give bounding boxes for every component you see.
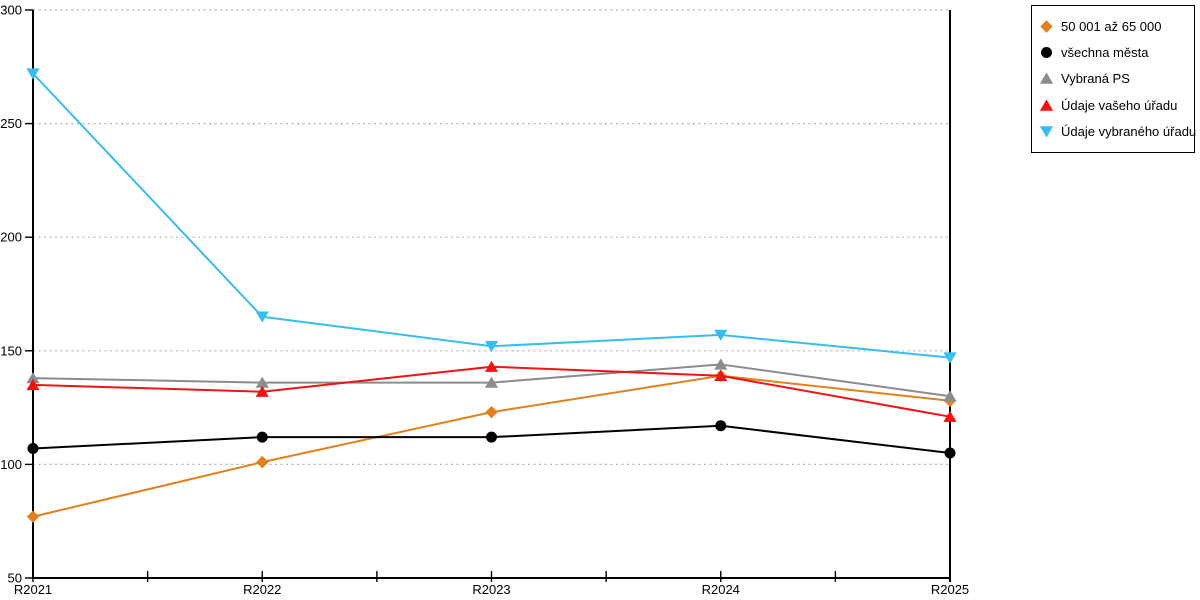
legend-item-3[interactable]: Údaje vašeho úřadu [1039, 98, 1187, 113]
triangle-up-icon-shape [1039, 72, 1054, 85]
triangle-down-icon-shape [1039, 126, 1054, 138]
legend-label: Vybraná PS [1061, 71, 1130, 87]
legend: 50 001 až 65 000 všechna města Vybraná PS Ú… [1031, 5, 1196, 153]
triangle-up-marker [255, 376, 269, 388]
y-tick-label: 100 [0, 457, 22, 472]
legend-label: Údaje vašeho úřadu [1061, 97, 1178, 113]
series-line-0 [32, 374, 951, 518]
triangle-up-icon-shape [1039, 99, 1054, 111]
circle-icon-shape [1041, 47, 1052, 59]
x-tick-label: R2022 [243, 582, 281, 597]
y-tick-label: 150 [0, 343, 22, 358]
triangle-up-icon [1039, 72, 1054, 85]
circle-marker [27, 442, 39, 454]
diamond-icon-shape [1040, 20, 1053, 33]
circle-marker [256, 431, 268, 443]
triangle-up-marker [943, 410, 957, 422]
diamond-marker [26, 510, 40, 523]
triangle-up-marker [484, 376, 499, 388]
triangle-up-marker [484, 360, 499, 372]
triangle-up-marker [26, 372, 40, 384]
y-tick-label: 300 [0, 3, 22, 18]
diamond-marker [256, 455, 269, 469]
circle-marker [715, 420, 727, 432]
legend-label: 50 001 až 65 000 [1061, 19, 1162, 35]
x-tick-label: R2025 [931, 582, 969, 597]
legend-item-0[interactable]: 50 001 až 65 000 [1039, 19, 1187, 34]
triangle-down-marker [255, 311, 269, 323]
legend-label: Údaje vybraného úřadu [1061, 123, 1197, 139]
circle-icon [1041, 47, 1052, 59]
x-tick-label: R2023 [472, 582, 510, 597]
legend-item-4[interactable]: Údaje vybraného úřadu [1039, 124, 1196, 139]
x-tick-label: R2021 [14, 582, 52, 597]
triangle-down-marker [484, 341, 499, 353]
circle-marker [944, 447, 956, 459]
x-tick-label: R2024 [702, 582, 740, 597]
legend-item-2[interactable]: Vybraná PS [1039, 71, 1187, 86]
diamond-marker [485, 405, 498, 419]
triangle-down-icon [1039, 126, 1054, 138]
y-tick-label: 200 [0, 230, 22, 245]
series-line-4 [32, 72, 951, 359]
legend-label: všechna města [1061, 45, 1149, 61]
triangle-up-marker [943, 390, 957, 402]
triangle-up-marker [255, 385, 269, 397]
triangle-up-icon [1039, 99, 1054, 111]
triangle-up-marker [26, 378, 40, 391]
legend-item-1[interactable]: všechna města [1039, 45, 1187, 60]
triangle-down-marker [714, 329, 728, 341]
triangle-down-marker [26, 68, 40, 80]
diamond-icon [1040, 20, 1053, 33]
circle-marker [486, 431, 497, 443]
triangle-up-marker [714, 358, 728, 370]
triangle-up-marker [714, 369, 728, 381]
y-tick-label: 50 [8, 571, 22, 586]
y-tick-label: 250 [0, 116, 22, 131]
triangle-down-marker [943, 352, 957, 364]
